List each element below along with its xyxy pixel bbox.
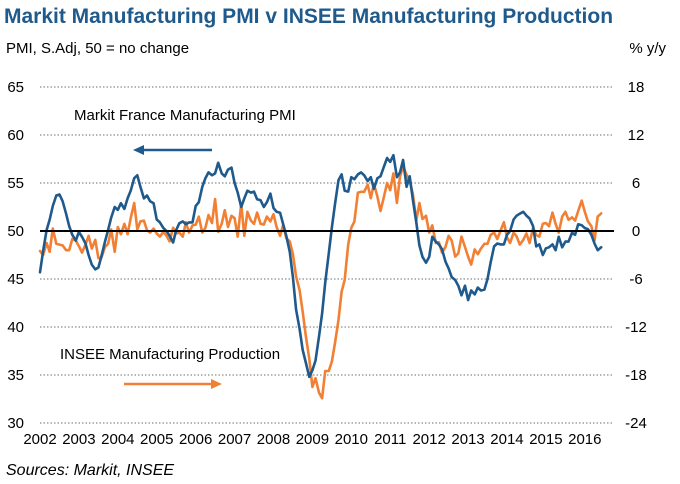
x-tick-2009: 2009 bbox=[296, 431, 329, 448]
x-tick-2003: 2003 bbox=[62, 431, 95, 448]
right-tick-6: 6 bbox=[632, 175, 640, 192]
x-tick-2006: 2006 bbox=[179, 431, 212, 448]
left-tick-55: 55 bbox=[7, 175, 24, 192]
left-tick-40: 40 bbox=[7, 319, 24, 336]
right-tick-0: 0 bbox=[632, 223, 640, 240]
gridlines bbox=[40, 86, 614, 424]
x-axis: 2002 2003 2004 2005 2006 2007 2008 2009 2010 2011… bbox=[23, 431, 601, 448]
pmi-series-label: Markit France Manufacturing PMI bbox=[74, 107, 296, 124]
chart-title: Markit Manufacturing PMI v INSEE Manufac… bbox=[4, 5, 613, 28]
right-tick-18: 18 bbox=[628, 79, 645, 96]
x-tick-2010: 2010 bbox=[335, 431, 368, 448]
right-tick--18: -18 bbox=[625, 367, 647, 384]
insee-arrow-icon bbox=[124, 379, 222, 389]
left-tick-35: 35 bbox=[7, 367, 24, 384]
right-axis-label: % y/y bbox=[629, 40, 666, 57]
left-y-axis: 30 35 40 45 50 55 60 65 bbox=[7, 79, 24, 432]
x-tick-2005: 2005 bbox=[140, 431, 173, 448]
source-note: Sources: Markit, INSEE bbox=[6, 462, 174, 479]
x-tick-2016: 2016 bbox=[568, 431, 601, 448]
left-tick-45: 45 bbox=[7, 271, 24, 288]
x-tick-2002: 2002 bbox=[23, 431, 56, 448]
pmi-line bbox=[38, 153, 603, 379]
x-tick-2011: 2011 bbox=[374, 431, 406, 448]
right-tick--12: -12 bbox=[625, 319, 647, 336]
x-tick-2008: 2008 bbox=[257, 431, 290, 448]
left-axis-label: PMI, S.Adj, 50 = no change bbox=[6, 40, 189, 57]
right-tick--6: -6 bbox=[629, 271, 642, 288]
x-tick-2013: 2013 bbox=[451, 431, 484, 448]
x-tick-2007: 2007 bbox=[218, 431, 251, 448]
series-group bbox=[38, 153, 614, 400]
insee-production-line bbox=[38, 164, 603, 400]
right-y-axis: -24 -18 -12 -6 0 6 12 18 bbox=[625, 79, 647, 432]
right-tick--24: -24 bbox=[625, 415, 647, 432]
x-tick-2014: 2014 bbox=[490, 431, 523, 448]
left-tick-60: 60 bbox=[7, 127, 24, 144]
insee-series-label: INSEE Manufacturing Production bbox=[60, 346, 280, 363]
x-tick-2012: 2012 bbox=[412, 431, 445, 448]
left-tick-65: 65 bbox=[7, 79, 24, 96]
right-tick-12: 12 bbox=[628, 127, 645, 144]
x-tick-2004: 2004 bbox=[101, 431, 134, 448]
x-tick-2015: 2015 bbox=[529, 431, 562, 448]
left-tick-30: 30 bbox=[7, 415, 24, 432]
left-tick-50: 50 bbox=[7, 223, 24, 240]
pmi-arrow-icon bbox=[133, 145, 212, 155]
